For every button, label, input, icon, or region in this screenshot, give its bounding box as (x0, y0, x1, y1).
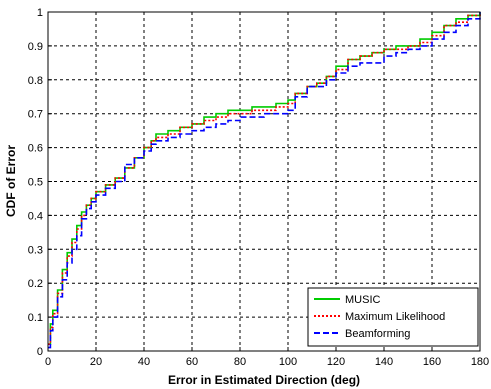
grid-lines (48, 12, 480, 351)
x-tick-label: 80 (234, 356, 246, 368)
x-tick-label: 60 (186, 356, 198, 368)
y-tick-label: 0.2 (28, 278, 43, 290)
series-line-maximum-likelihood (48, 12, 481, 345)
x-axis-title: Error in Estimated Direction (deg) (168, 373, 360, 387)
y-axis-title: CDF of Error (4, 145, 18, 217)
y-tick-label: 0.1 (28, 312, 43, 324)
x-tick-label: 120 (327, 356, 345, 368)
y-tick-label: 0.3 (28, 244, 43, 256)
y-tick-label: 0.8 (28, 75, 43, 87)
y-tick-label: 0.9 (28, 41, 43, 53)
y-tick-label: 0.6 (28, 143, 43, 155)
x-tick-label: 140 (375, 356, 393, 368)
x-tick-label: 0 (45, 356, 51, 368)
x-tick-label: 20 (90, 356, 102, 368)
x-tick-label: 180 (471, 356, 489, 368)
legend-label: Beamforming (345, 328, 410, 340)
x-tick-label: 160 (423, 356, 441, 368)
legend-label: MUSIC (345, 294, 381, 306)
series-layer (48, 12, 481, 349)
legend-box (307, 287, 479, 347)
legend-label: Maximum Likelihood (345, 311, 445, 323)
series-line-beamforming (48, 12, 481, 349)
y-tick-label: 0.7 (28, 109, 43, 121)
y-tick-label: 0.5 (28, 177, 43, 189)
y-tick-label: 0 (37, 346, 43, 358)
x-axis-ticks: 0 20 40 60 80 100 120 140 160 180 (45, 347, 489, 368)
legend: MUSIC Maximum Likelihood Beamforming (307, 287, 479, 347)
x-tick-label: 100 (279, 356, 297, 368)
y-axis-ticks: 0 0.1 0.2 0.3 0.4 0.5 0.6 0.7 0.8 0.9 1 (28, 7, 52, 358)
y-tick-label: 0.4 (28, 210, 43, 222)
legend-items: MUSIC Maximum Likelihood Beamforming (314, 294, 445, 340)
y-tick-label: 1 (37, 7, 43, 19)
x-tick-label: 40 (138, 356, 150, 368)
